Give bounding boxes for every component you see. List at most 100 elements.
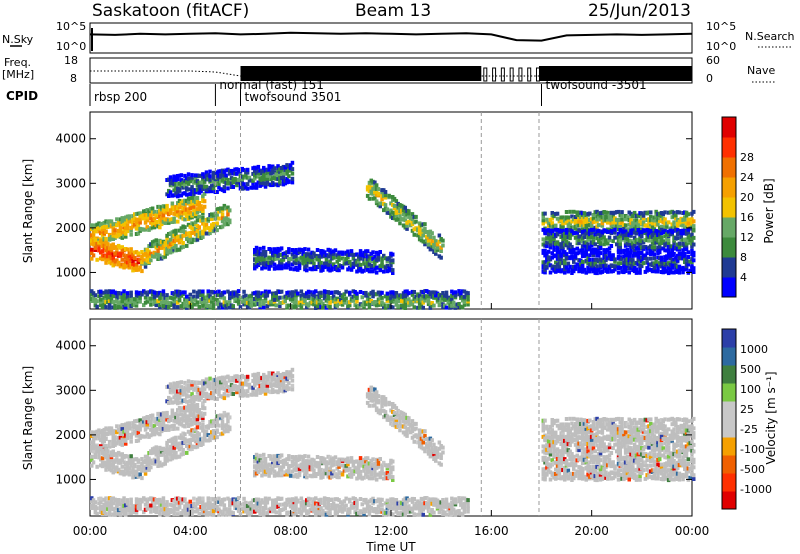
power-cell xyxy=(364,265,368,270)
power-cell xyxy=(674,263,678,268)
power-cell xyxy=(408,223,413,228)
power-cell xyxy=(555,232,560,237)
power-cell xyxy=(170,207,175,212)
power-cell xyxy=(143,264,148,269)
power-cell xyxy=(276,297,280,302)
power-cell xyxy=(109,243,114,248)
power-cell xyxy=(686,239,691,244)
power-cell xyxy=(215,174,219,179)
velocity-cell xyxy=(326,454,330,459)
power-cell xyxy=(312,293,316,298)
velocity-cell xyxy=(383,463,388,468)
power-cell xyxy=(177,297,182,302)
power-cell xyxy=(314,289,318,294)
power-cell xyxy=(310,292,314,297)
power-cell xyxy=(161,255,166,260)
power-cell xyxy=(557,267,562,272)
power-cell xyxy=(661,212,665,216)
velocity-cell xyxy=(263,469,268,474)
power-cell xyxy=(183,303,187,308)
velocity-cell xyxy=(154,420,158,425)
power-cell xyxy=(460,295,465,300)
velocity-cell xyxy=(143,471,148,476)
velocity-cell xyxy=(149,458,153,463)
power-cell xyxy=(107,289,112,294)
power-cell xyxy=(611,253,615,258)
velocity-cell xyxy=(274,463,278,468)
power-cell xyxy=(276,246,280,251)
power-cell xyxy=(595,217,599,222)
power-cell xyxy=(611,256,615,261)
power-cell xyxy=(579,215,583,219)
power-cell xyxy=(656,248,660,253)
power-cell xyxy=(588,223,592,228)
power-cell xyxy=(606,256,610,261)
velocity-cell xyxy=(335,466,339,471)
power-cell xyxy=(623,214,628,218)
velocity-cell xyxy=(217,388,221,393)
power-cell xyxy=(202,299,207,304)
power-cell xyxy=(129,299,133,304)
velocity-cell xyxy=(210,391,214,396)
power-cell xyxy=(369,187,373,192)
velocity-cell xyxy=(161,414,166,419)
velocity-cell xyxy=(167,427,171,432)
power-cell xyxy=(176,201,180,206)
power-cell xyxy=(690,238,694,243)
power-cell xyxy=(645,266,649,271)
power-cell xyxy=(129,250,133,255)
power-cell xyxy=(618,261,622,266)
power-cell xyxy=(405,223,409,228)
velocity-cell xyxy=(328,475,332,480)
power-cell xyxy=(658,230,662,235)
power-cell xyxy=(161,239,166,244)
velocity-cell xyxy=(287,386,291,391)
velocity-cell xyxy=(195,409,200,414)
power-cell xyxy=(222,185,227,190)
power-cell xyxy=(271,302,275,307)
power-cell xyxy=(351,264,356,269)
power-cell xyxy=(683,257,687,261)
power-cell xyxy=(683,246,687,251)
power-cell xyxy=(577,269,581,274)
power-cell xyxy=(102,227,106,232)
velocity-cell xyxy=(305,459,309,464)
power-cell xyxy=(199,173,203,178)
power-cell xyxy=(106,248,110,253)
power-cell xyxy=(674,236,678,241)
power-cell xyxy=(188,196,192,201)
velocity-cell xyxy=(319,456,323,460)
power-cell xyxy=(322,292,327,297)
power-cell xyxy=(179,304,184,309)
velocity-cell xyxy=(321,459,325,464)
power-cell xyxy=(204,170,209,175)
power-cell xyxy=(176,305,180,310)
power-cell xyxy=(636,254,640,259)
power-cell xyxy=(658,261,662,266)
power-cell xyxy=(219,206,223,211)
power-cell xyxy=(641,245,646,250)
power-cell xyxy=(133,216,137,221)
velocity-cell xyxy=(208,438,212,443)
power-cell xyxy=(167,244,171,249)
freq-tick-low: 8 xyxy=(70,72,77,85)
power-cell xyxy=(640,264,644,269)
power-cell xyxy=(150,221,155,226)
power-cell xyxy=(102,236,106,241)
power-cell xyxy=(443,303,447,308)
power-cell xyxy=(174,208,178,213)
velocity-cell xyxy=(190,402,194,407)
power-cell xyxy=(412,290,416,294)
power-cell xyxy=(258,257,262,261)
power-cell xyxy=(369,259,373,263)
velocity-cell xyxy=(265,383,270,388)
velocity-cell xyxy=(185,408,189,413)
velocity-cell xyxy=(285,462,289,467)
power-cell xyxy=(183,300,187,304)
velocity-cell xyxy=(104,455,108,460)
velocity-cell xyxy=(206,433,210,438)
power-cell xyxy=(629,262,633,267)
power-cell xyxy=(593,257,597,262)
power-cell xyxy=(177,181,182,186)
power-cell xyxy=(312,297,316,302)
